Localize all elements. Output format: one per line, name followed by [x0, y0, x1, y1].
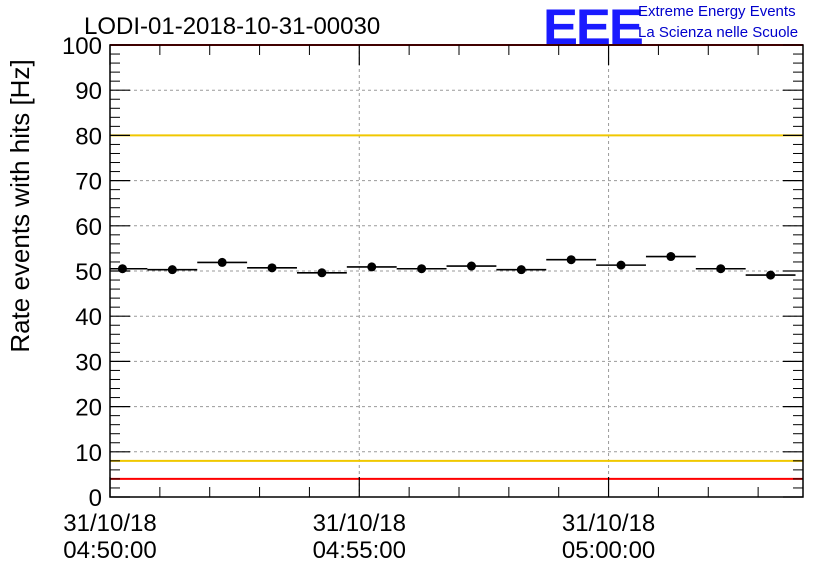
y-tick-label-50: 50 — [75, 259, 102, 286]
y-tick-label-30: 30 — [75, 349, 102, 376]
data-point-6 — [417, 264, 427, 274]
x-tick-time-1: 04:55:00 — [313, 537, 406, 564]
data-point-13 — [766, 270, 776, 280]
data-point-12 — [716, 264, 726, 274]
eee-logo-mark: EEE — [543, 0, 644, 55]
data-point-5 — [367, 262, 377, 272]
data-point-10 — [616, 260, 626, 270]
y-tick-label-20: 20 — [75, 395, 102, 422]
x-tick-date-2: 31/10/18 — [562, 510, 655, 537]
chart-title: LODI-01-2018-10-31-00030 — [84, 13, 380, 40]
data-point-1 — [167, 265, 177, 275]
data-point-9 — [566, 255, 576, 265]
data-point-8 — [516, 265, 526, 275]
plot-frame — [109, 44, 804, 498]
y-tick-labels: 0 10 20 30 40 50 60 70 80 90 100 — [62, 33, 102, 512]
x-tick-labels: 31/10/1804:50:0031/10/1804:55:0031/10/18… — [63, 510, 655, 564]
y-tick-label-90: 90 — [75, 78, 102, 105]
data-point-0 — [117, 264, 127, 274]
x-tick-time-2: 05:00:00 — [562, 537, 655, 564]
grid — [110, 45, 803, 497]
y-tick-label-60: 60 — [75, 214, 102, 241]
data-point-2 — [217, 257, 227, 267]
x-tick-date-1: 31/10/18 — [313, 510, 406, 537]
y-tick-label-40: 40 — [75, 304, 102, 331]
y-axis-label: Rate events with hits [Hz] — [5, 59, 35, 352]
data-point-4 — [317, 268, 327, 278]
y-tick-label-80: 80 — [75, 123, 102, 150]
y-tick-label-70: 70 — [75, 169, 102, 196]
data-point-11 — [666, 252, 676, 262]
logo-line-2: La Scienza nelle Scuole — [638, 24, 799, 41]
x-tick-date-0: 31/10/18 — [63, 510, 156, 537]
data-points — [110, 252, 796, 280]
data-point-3 — [267, 263, 277, 273]
logo-line-1: Extreme Energy Events — [638, 3, 796, 20]
data-point-7 — [466, 261, 476, 271]
x-tick-time-0: 04:50:00 — [63, 537, 156, 564]
y-tick-label-10: 10 — [75, 440, 102, 467]
y-tick-label-100: 100 — [62, 33, 102, 60]
y-tick-label-0: 0 — [89, 485, 102, 512]
